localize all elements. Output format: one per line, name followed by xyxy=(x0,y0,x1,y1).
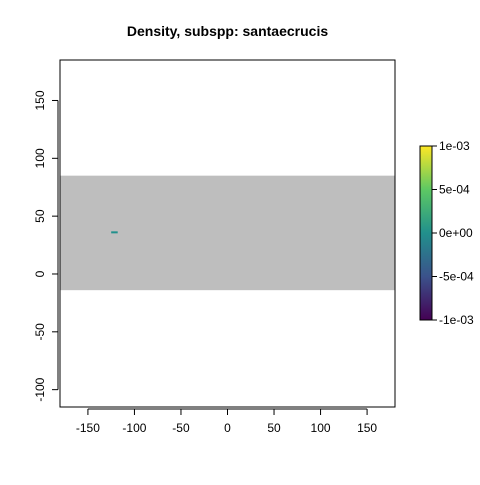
legend-tick-label: 0e+00 xyxy=(439,226,473,240)
x-tick-label: -150 xyxy=(76,421,100,435)
color-legend: -1e-03 -5e-04 0e+00 5e-04 1e-03 xyxy=(419,139,474,327)
legend-tick-label: 5e-04 xyxy=(439,183,470,197)
legend-colorbar xyxy=(419,145,433,321)
legend-tick-label: -1e-03 xyxy=(439,313,474,327)
x-tick-label: 50 xyxy=(267,421,281,435)
legend-tick-label: -5e-04 xyxy=(439,270,474,284)
x-tick-label: -50 xyxy=(172,421,190,435)
y-tick-label: 100 xyxy=(33,148,47,168)
plot-frame xyxy=(59,59,396,408)
legend-tick-label: 1e-03 xyxy=(439,139,470,153)
axes: -150 -100 -50 0 50 100 150 -100 -50 0 50 100 150 xyxy=(33,59,396,435)
x-tick-label: 0 xyxy=(224,421,231,435)
x-tick-label: 100 xyxy=(311,421,331,435)
y-tick-label: -50 xyxy=(33,323,47,341)
x-tick-label: -100 xyxy=(122,421,146,435)
y-tick-label: 50 xyxy=(33,209,47,223)
raster-cell xyxy=(111,231,118,234)
raster-background xyxy=(60,175,395,291)
chart-title: Density, subspp: santaecrucis xyxy=(127,23,328,39)
y-tick-label: 0 xyxy=(33,270,47,277)
y-tick-label: 150 xyxy=(33,90,47,110)
plot-area xyxy=(60,175,395,291)
y-tick-label: -100 xyxy=(33,377,47,401)
x-tick-label: 150 xyxy=(357,421,377,435)
